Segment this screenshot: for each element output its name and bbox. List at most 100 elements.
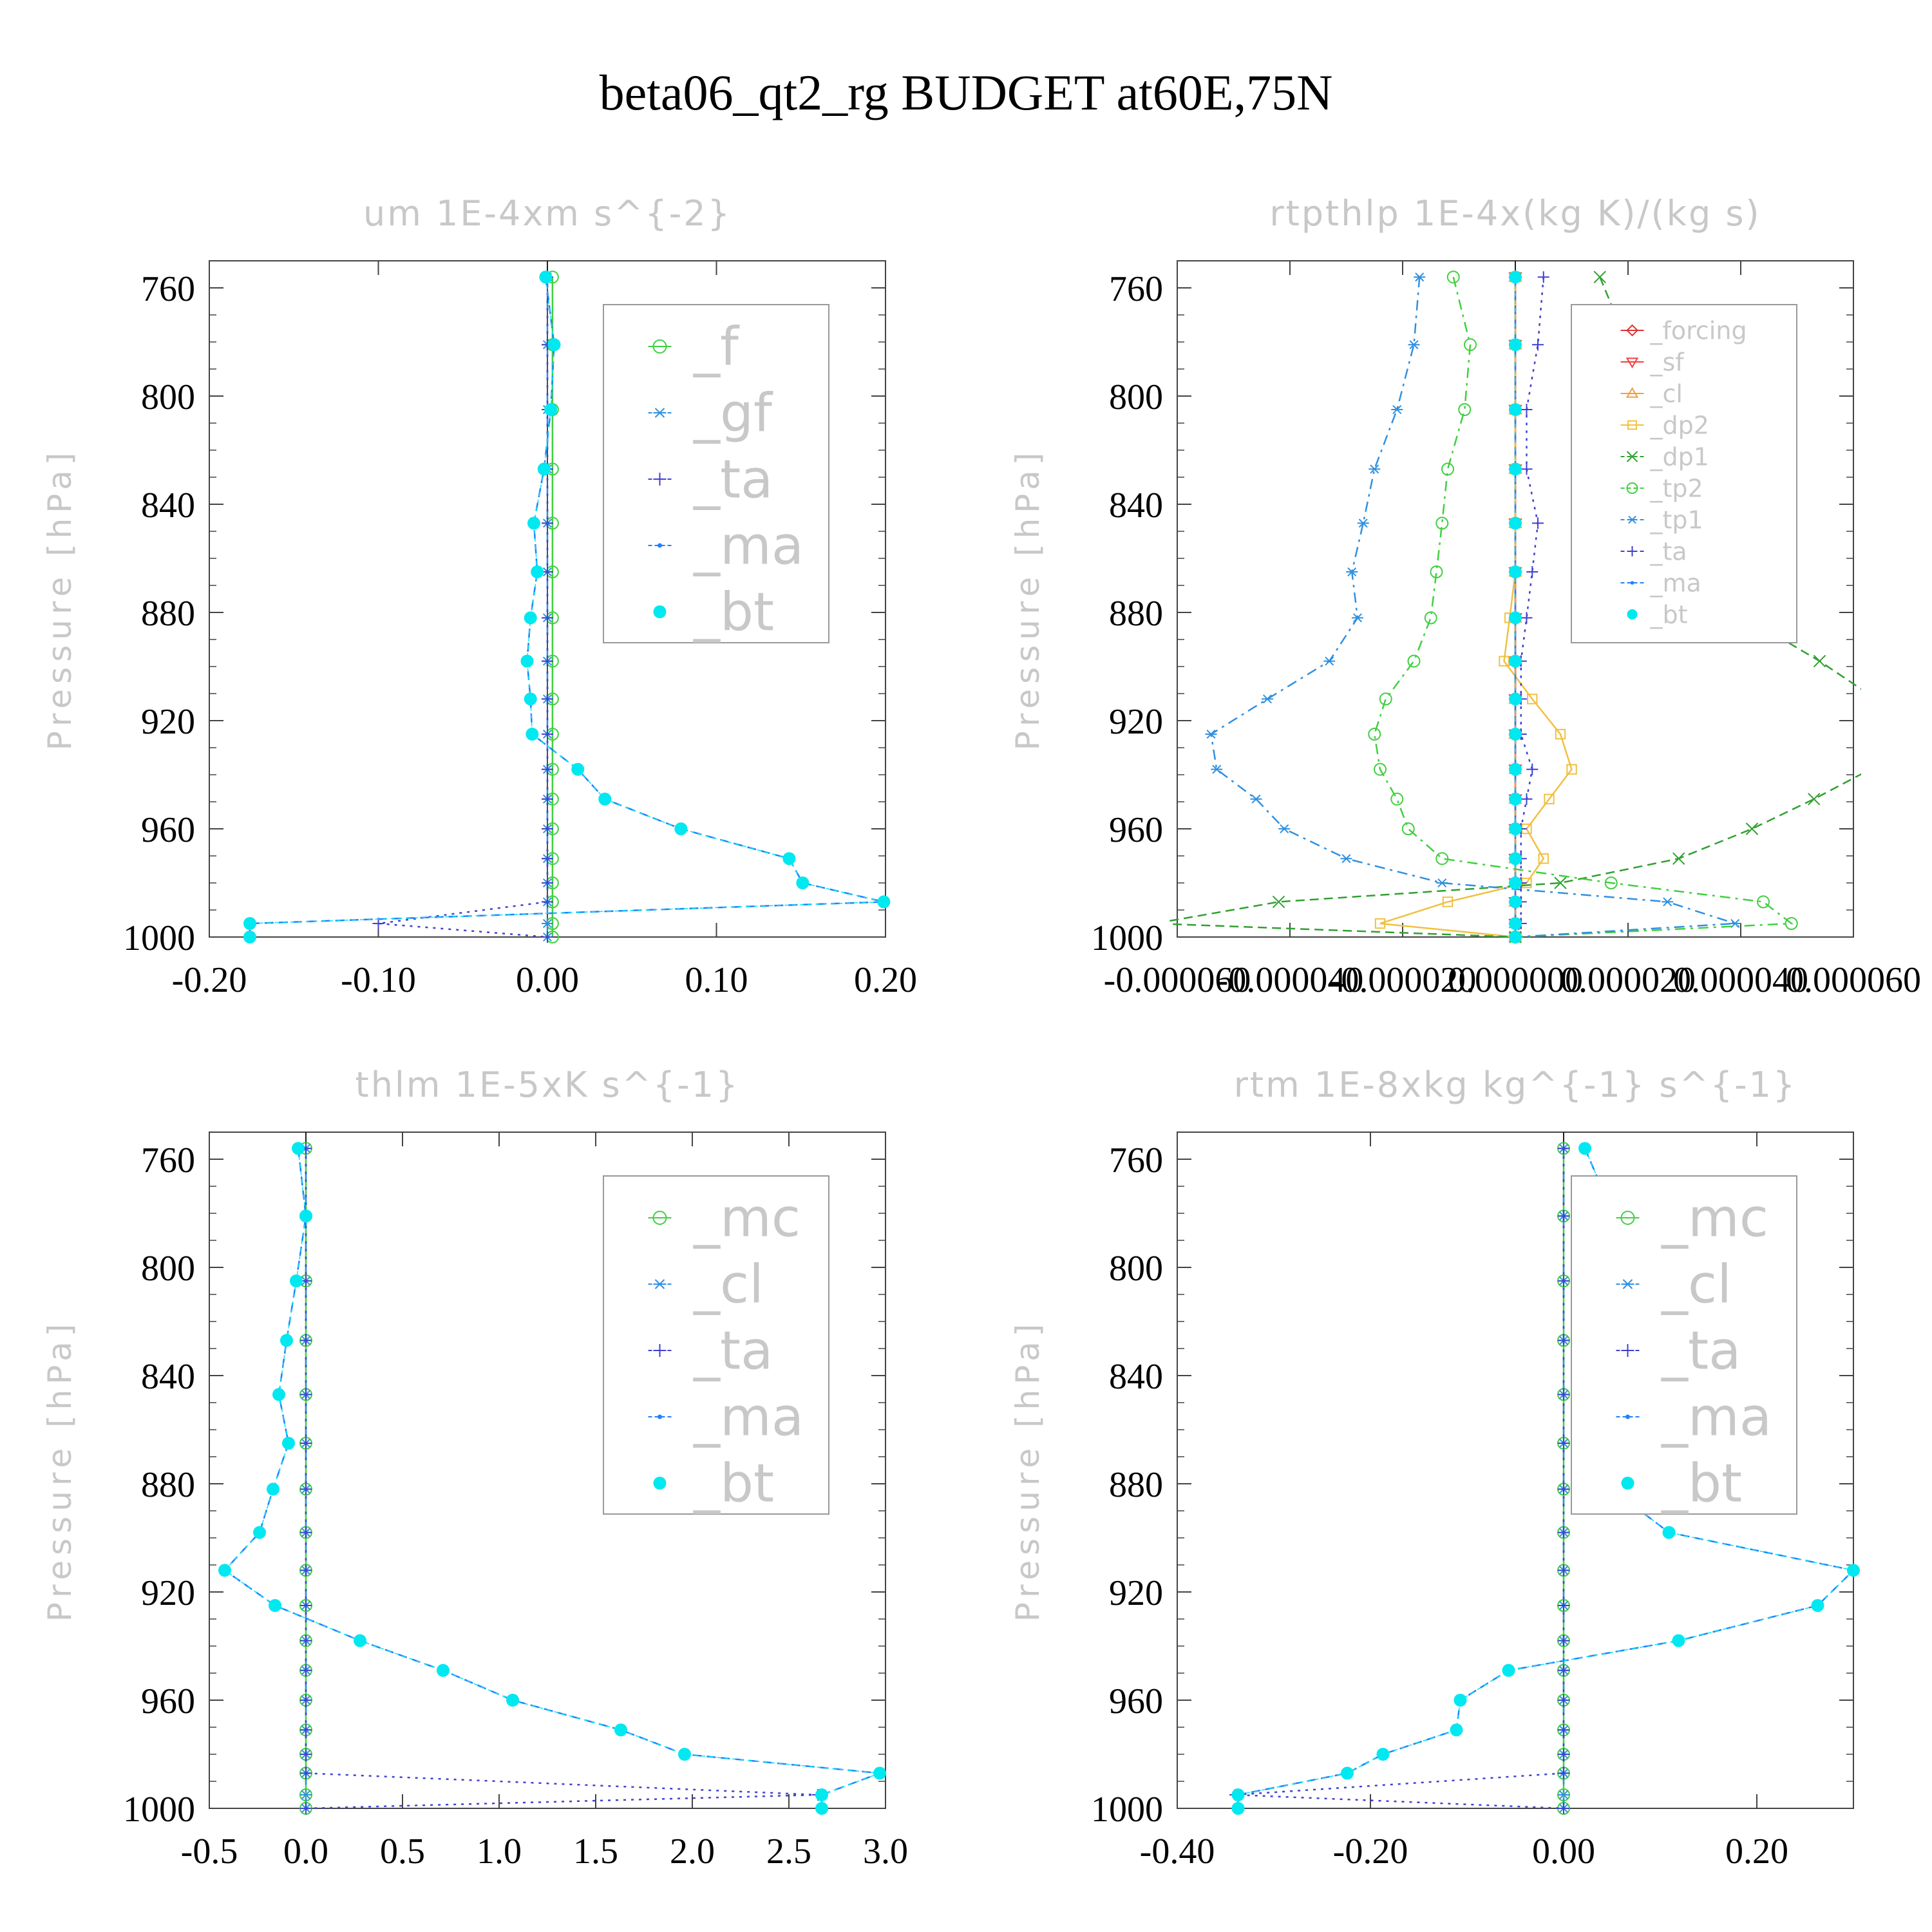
data-point <box>1558 1790 1569 1800</box>
data-point <box>1509 692 1522 706</box>
data-point <box>300 1483 312 1495</box>
legend-marker <box>1621 1344 1634 1357</box>
data-point <box>1593 270 1606 283</box>
panel-title: um 1E-4xm s^{-2} <box>363 193 732 234</box>
data-point <box>1558 1748 1569 1760</box>
legend-marker <box>1621 1279 1634 1289</box>
data-point <box>1379 692 1392 706</box>
data-point <box>243 931 256 943</box>
y-tick-label: 880 <box>141 1465 195 1505</box>
series-line <box>1373 276 1794 938</box>
data-point <box>300 1526 312 1539</box>
y-axis-label: Pressure [hPa] <box>41 1319 79 1622</box>
data-point <box>1537 271 1549 283</box>
data-point <box>1509 792 1522 806</box>
x-tick-label: -0.20 <box>172 960 247 1000</box>
legend-label-ma: _ma <box>693 1387 804 1448</box>
x-tick-label: 1.0 <box>477 1832 522 1871</box>
data-point <box>1558 1600 1569 1611</box>
data-point <box>282 1437 295 1450</box>
data-point <box>1509 852 1522 866</box>
data-point <box>1558 1526 1569 1539</box>
plot-area <box>243 270 891 943</box>
data-point <box>1532 339 1544 351</box>
x-tick-label: -0.20 <box>1333 1832 1408 1871</box>
data-point <box>1509 654 1522 668</box>
data-point <box>1499 656 1510 667</box>
y-axis-label: Pressure [hPa] <box>1009 1319 1046 1622</box>
y-tick-label: 960 <box>1109 1681 1163 1721</box>
data-point <box>1558 1564 1569 1577</box>
y-tick-label: 840 <box>1109 486 1163 526</box>
legend-label-cl: _cl <box>1661 1255 1732 1316</box>
data-point <box>243 917 256 930</box>
y-tick-label: 800 <box>1109 1249 1163 1289</box>
data-point <box>1390 792 1404 806</box>
y-tick-label: 920 <box>1109 1573 1163 1613</box>
data-point <box>272 1388 285 1401</box>
series-line <box>249 277 884 937</box>
data-point <box>526 728 539 741</box>
data-point <box>300 1790 312 1800</box>
legend-label-bt: _bt <box>693 582 774 643</box>
y-tick-label: 960 <box>1109 810 1163 850</box>
y-tick-label: 840 <box>141 486 195 526</box>
legend-marker <box>653 1279 667 1289</box>
data-point <box>290 1274 303 1287</box>
data-point <box>1509 565 1522 578</box>
legend-label-tp1: _tp1 <box>1650 506 1703 534</box>
data-point <box>520 654 534 668</box>
data-point <box>1357 518 1369 528</box>
y-tick-label: 1000 <box>1091 1790 1163 1830</box>
data-point <box>542 793 553 805</box>
data-point <box>614 1723 627 1737</box>
data-point <box>815 1788 828 1801</box>
legend-marker <box>652 339 667 354</box>
legend-marker <box>1621 1477 1634 1490</box>
legend-marker <box>653 473 667 486</box>
x-tick-label: 0.000060 <box>1786 960 1921 1000</box>
x-tick-label: -0.40 <box>1140 1832 1215 1871</box>
data-point <box>267 1482 279 1496</box>
series-bt <box>243 270 891 943</box>
data-point <box>547 338 561 352</box>
legend-label-dp1: _dp1 <box>1650 442 1709 471</box>
data-point <box>873 1766 886 1780</box>
data-point <box>269 1599 281 1612</box>
legend-marker <box>658 1414 662 1419</box>
data-point <box>300 1748 312 1760</box>
data-point <box>542 763 553 775</box>
legend-label-ma: _ma <box>1650 569 1701 597</box>
x-tick-label: 0.00 <box>1532 1832 1595 1871</box>
panel-title: thlm 1E-5xK s^{-1} <box>355 1065 740 1105</box>
legend-label-dp2: _dp2 <box>1650 411 1709 439</box>
y-tick-label: 760 <box>141 269 195 309</box>
data-point <box>1450 1723 1463 1737</box>
y-tick-label: 760 <box>1109 269 1163 309</box>
data-point <box>1509 895 1522 909</box>
data-point <box>253 1526 266 1539</box>
data-point <box>1458 403 1472 416</box>
legend-label-sf: _sf <box>1650 348 1685 376</box>
data-point <box>1408 340 1420 350</box>
y-axis-label: Pressure [hPa] <box>1009 448 1046 751</box>
data-point <box>1757 895 1770 909</box>
data-point <box>1558 1142 1569 1155</box>
legend-label-bt: _bt <box>1661 1454 1742 1515</box>
x-tick-label: -0.10 <box>341 960 416 1000</box>
data-point <box>1262 694 1273 704</box>
legend-label-bt: _bt <box>693 1454 774 1515</box>
data-point <box>1558 1275 1569 1287</box>
legend-marker <box>658 543 662 548</box>
legend-marker <box>1627 420 1637 430</box>
data-point <box>1435 516 1449 530</box>
data-point <box>300 1334 312 1347</box>
data-point <box>1527 694 1538 705</box>
x-tick-label: 2.0 <box>670 1832 715 1871</box>
y-tick-label: 1000 <box>123 918 195 958</box>
data-point <box>796 876 810 889</box>
data-point <box>542 517 553 529</box>
y-tick-label: 960 <box>141 1681 195 1721</box>
legend-marker <box>1626 482 1638 494</box>
data-point <box>1454 1694 1467 1707</box>
